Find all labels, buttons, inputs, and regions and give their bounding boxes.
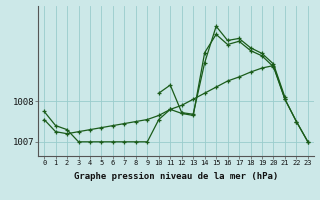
X-axis label: Graphe pression niveau de la mer (hPa): Graphe pression niveau de la mer (hPa)	[74, 172, 278, 181]
